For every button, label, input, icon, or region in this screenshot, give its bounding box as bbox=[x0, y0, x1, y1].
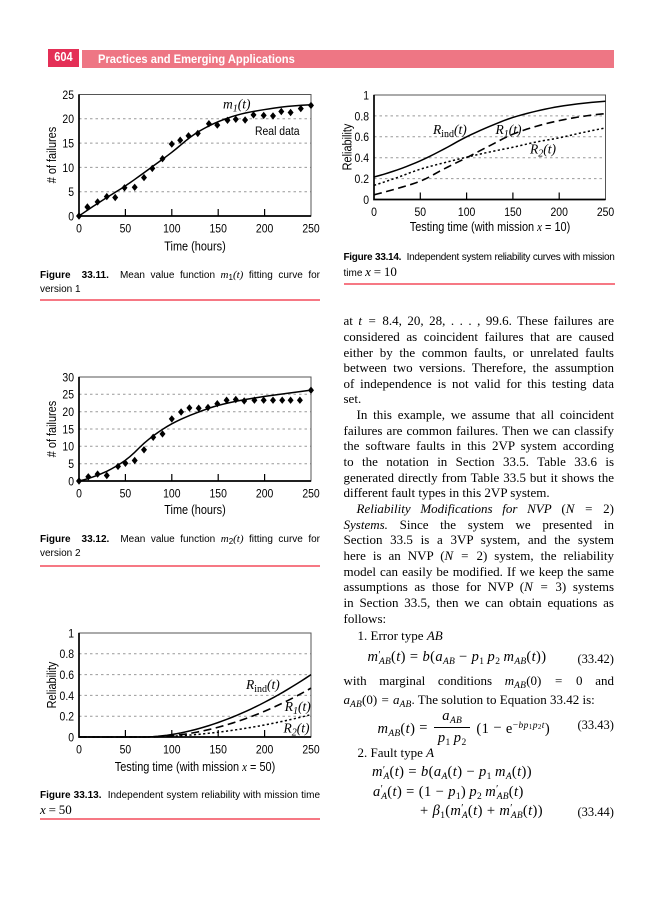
svg-text:20: 20 bbox=[62, 113, 74, 126]
svg-text:0: 0 bbox=[371, 206, 377, 219]
svg-text:0: 0 bbox=[68, 732, 74, 745]
svg-text:# of failures: # of failures bbox=[44, 127, 59, 183]
svg-text:5: 5 bbox=[68, 186, 74, 199]
svg-text:m1(t): m1(t) bbox=[223, 97, 251, 115]
svg-text:50: 50 bbox=[120, 744, 132, 757]
svg-text:0: 0 bbox=[68, 211, 74, 224]
svg-text:R1(t): R1(t) bbox=[284, 699, 311, 717]
svg-text:200: 200 bbox=[551, 206, 568, 219]
svg-text:0.4: 0.4 bbox=[355, 152, 370, 165]
svg-text:0.8: 0.8 bbox=[355, 111, 369, 124]
svg-text:100: 100 bbox=[163, 488, 180, 501]
svg-text:Testing time (with mission x =: Testing time (with mission x = 10) bbox=[410, 219, 570, 234]
svg-text:0.6: 0.6 bbox=[355, 131, 369, 144]
svg-text:Rind(t): Rind(t) bbox=[245, 677, 280, 695]
svg-text:0.2: 0.2 bbox=[60, 711, 74, 724]
svg-text:100: 100 bbox=[458, 206, 475, 219]
svg-text:R1(t): R1(t) bbox=[495, 122, 522, 140]
svg-text:100: 100 bbox=[163, 223, 180, 236]
svg-text:R2(t): R2(t) bbox=[283, 720, 310, 738]
svg-text:Reliability: Reliability bbox=[340, 124, 355, 171]
svg-text:5: 5 bbox=[68, 458, 74, 471]
svg-text:0: 0 bbox=[76, 488, 82, 501]
svg-text:250: 250 bbox=[302, 488, 319, 501]
svg-text:15: 15 bbox=[62, 424, 74, 437]
svg-text:250: 250 bbox=[597, 206, 614, 219]
svg-text:Rind(t): Rind(t) bbox=[432, 122, 467, 140]
svg-text:Time (hours): Time (hours) bbox=[164, 239, 225, 254]
svg-text:0: 0 bbox=[76, 744, 82, 757]
svg-text:1: 1 bbox=[363, 90, 369, 103]
svg-text:0: 0 bbox=[68, 476, 74, 489]
svg-text:Time (hours): Time (hours) bbox=[164, 502, 225, 517]
svg-text:20: 20 bbox=[62, 406, 74, 419]
svg-text:50: 50 bbox=[415, 206, 427, 219]
svg-text:200: 200 bbox=[256, 488, 273, 501]
svg-text:150: 150 bbox=[210, 488, 227, 501]
svg-text:0: 0 bbox=[76, 223, 82, 236]
svg-text:250: 250 bbox=[302, 744, 319, 757]
svg-text:200: 200 bbox=[256, 223, 273, 236]
svg-text:25: 25 bbox=[62, 389, 74, 402]
svg-text:10: 10 bbox=[62, 162, 74, 175]
svg-text:50: 50 bbox=[120, 223, 132, 236]
svg-text:250: 250 bbox=[302, 223, 319, 236]
svg-text:10: 10 bbox=[62, 441, 74, 454]
svg-text:200: 200 bbox=[256, 744, 273, 757]
svg-text:R2(t): R2(t) bbox=[529, 142, 556, 160]
svg-text:1: 1 bbox=[68, 628, 74, 641]
svg-text:0.6: 0.6 bbox=[60, 669, 74, 682]
svg-text:150: 150 bbox=[504, 206, 521, 219]
svg-text:15: 15 bbox=[62, 138, 74, 151]
svg-text:0.8: 0.8 bbox=[60, 648, 74, 661]
svg-text:50: 50 bbox=[120, 488, 132, 501]
svg-text:30: 30 bbox=[62, 372, 74, 385]
svg-text:0: 0 bbox=[363, 194, 369, 207]
svg-text:100: 100 bbox=[163, 744, 180, 757]
svg-text:0.4: 0.4 bbox=[60, 690, 75, 703]
svg-text:150: 150 bbox=[210, 223, 227, 236]
svg-text:150: 150 bbox=[210, 744, 227, 757]
svg-text:25: 25 bbox=[62, 89, 74, 102]
svg-text:0.2: 0.2 bbox=[355, 173, 369, 186]
svg-text:Real data: Real data bbox=[255, 125, 300, 138]
svg-text:Reliability: Reliability bbox=[44, 662, 59, 709]
svg-text:Testing time (with mission x =: Testing time (with mission x = 50) bbox=[115, 759, 275, 774]
svg-text:# of failures: # of failures bbox=[44, 401, 59, 457]
